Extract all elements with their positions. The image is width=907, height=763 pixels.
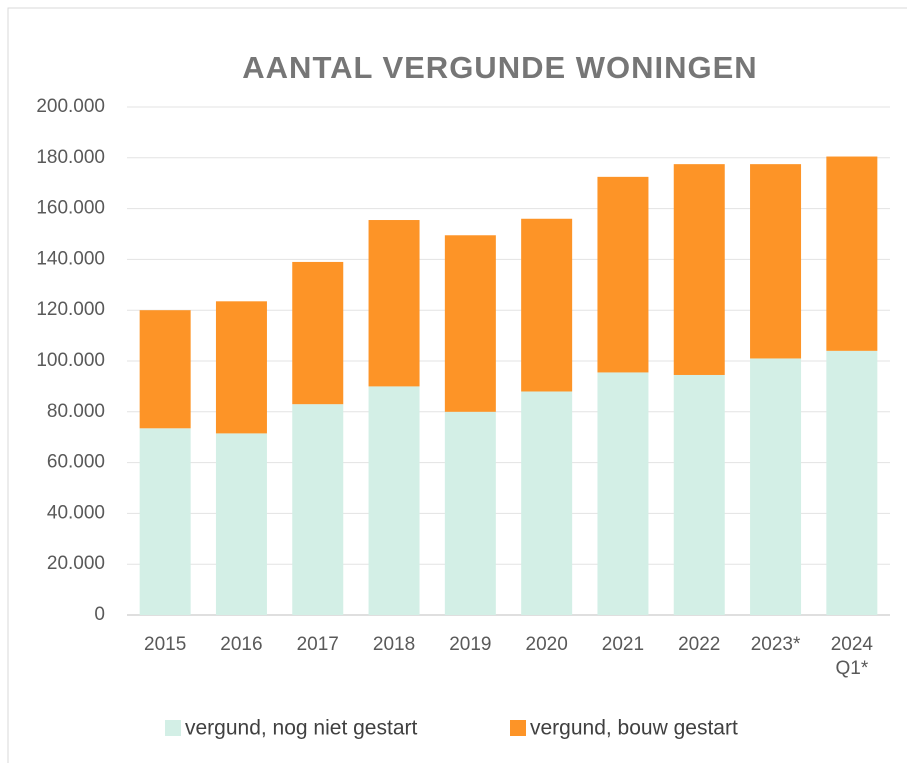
legend-swatch: [510, 720, 526, 736]
legend-label: vergund, nog niet gestart: [185, 717, 417, 740]
x-tick-label: 2015: [144, 634, 187, 655]
y-tick-label: 140.000: [36, 248, 105, 269]
bar-segment: [139, 310, 191, 429]
x-tick-label: 2019: [449, 634, 492, 655]
x-tick-label: 2022: [678, 634, 721, 655]
y-tick-label: 200.000: [36, 96, 105, 117]
y-tick-label: 0: [94, 604, 105, 625]
y-tick-label: 120.000: [36, 299, 105, 320]
x-tick-label: 2016: [220, 634, 263, 655]
legend-label: vergund, bouw gestart: [530, 717, 738, 740]
x-tick-label: 2020: [525, 634, 568, 655]
bar-segment: [444, 235, 496, 412]
y-tick-label: 80.000: [47, 401, 105, 422]
legend-swatch: [165, 720, 181, 736]
bar-segment: [292, 261, 344, 405]
x-tick-label: 2021: [601, 634, 645, 655]
bar-segment: [444, 411, 496, 615]
y-tick-label: 100.000: [36, 350, 105, 371]
bar-segment: [597, 176, 649, 373]
y-tick-label: 20.000: [47, 553, 105, 574]
y-tick-label: 180.000: [36, 147, 105, 168]
bar-segment: [826, 156, 878, 351]
bar-segment: [521, 218, 573, 392]
x-tick-label: 2023*: [750, 634, 801, 655]
bar-segment: [673, 164, 725, 375]
y-tick-label: 40.000: [47, 502, 105, 523]
bar-segment: [215, 433, 267, 615]
bar-segment: [521, 391, 573, 615]
x-tick-label: 2018: [372, 634, 416, 655]
bar-segment: [368, 220, 420, 387]
x-tick-label: 2024 Q1*: [830, 634, 873, 679]
y-tick-label: 60.000: [47, 452, 105, 473]
frame: [7, 7, 907, 763]
bar-segment: [597, 372, 649, 615]
bar-segment: [292, 404, 344, 615]
chart-title: AANTAL VERGUNDE WONINGEN: [242, 50, 757, 85]
bar-segment: [673, 374, 725, 615]
bar-segment: [139, 428, 191, 615]
bar-segment: [750, 358, 802, 615]
x-tick-label: 2017: [296, 634, 339, 655]
bar-segment: [368, 386, 420, 615]
bar-segment: [826, 350, 878, 615]
bar-segment: [750, 164, 802, 359]
y-tick-label: 160.000: [36, 198, 105, 219]
bar-segment: [215, 301, 267, 434]
